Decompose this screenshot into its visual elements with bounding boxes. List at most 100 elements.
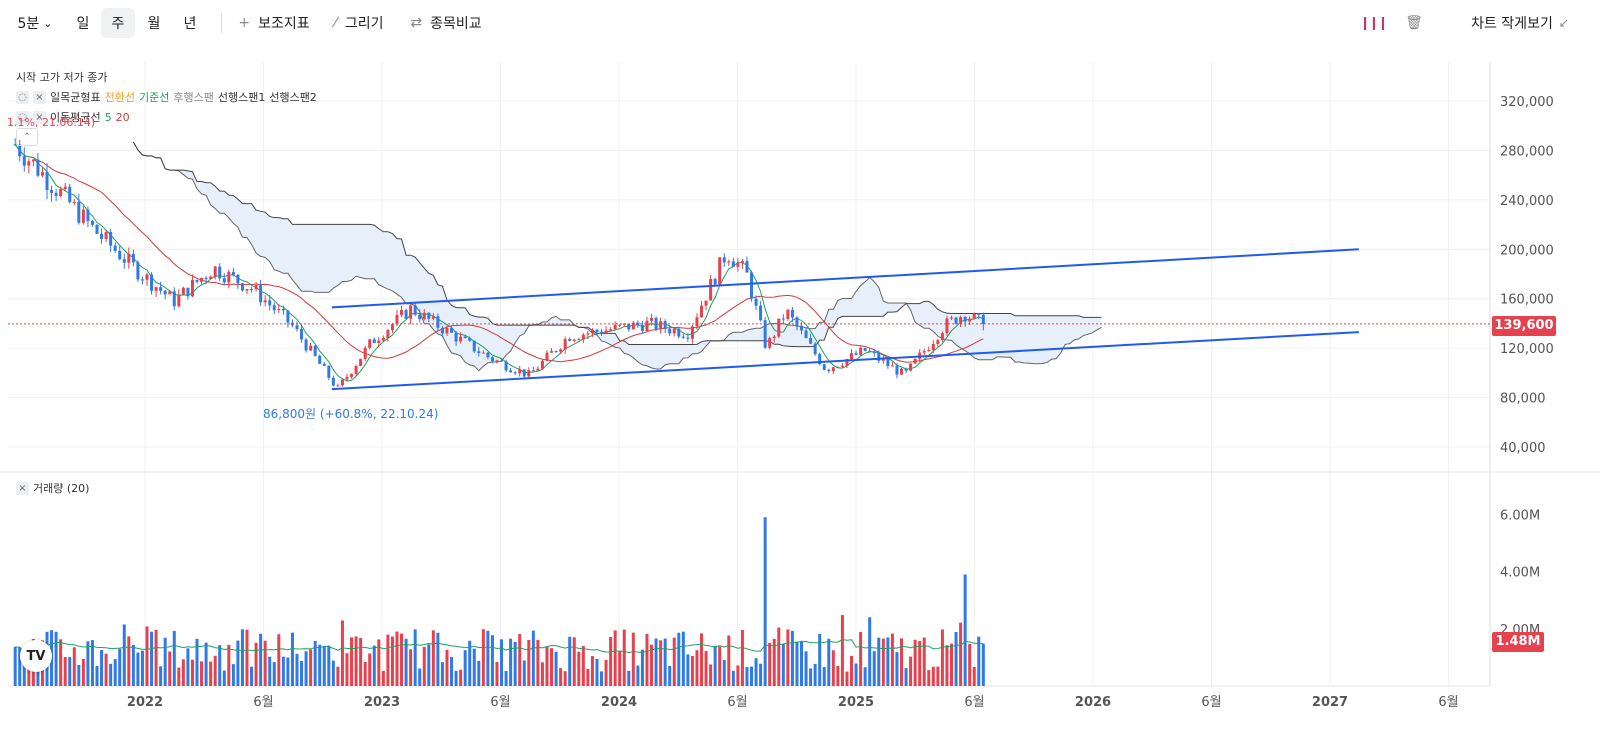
volume-bar — [222, 670, 226, 686]
interval-dropdown[interactable]: 5분 ⌄ — [10, 8, 60, 38]
candle-body — [354, 366, 358, 374]
period-tab-year[interactable]: 년 — [175, 8, 205, 38]
volume-bar — [245, 629, 249, 686]
candle-body — [77, 201, 81, 223]
candle-body — [286, 310, 290, 323]
volume-bar — [954, 631, 958, 686]
period-tab-month[interactable]: 월 — [139, 8, 169, 38]
volume-bar — [963, 574, 967, 686]
volume-bar — [972, 666, 976, 686]
eye-icon[interactable]: ◌ — [16, 90, 29, 104]
low-annotation-text: 86,800원 (+60.8%, 22.10.24) — [263, 407, 439, 421]
candle-body — [268, 300, 272, 306]
period-tab-week[interactable]: 주 — [101, 8, 135, 38]
trend-line-upper[interactable] — [331, 248, 1359, 309]
candle-body — [468, 338, 472, 341]
candle-body — [395, 314, 399, 325]
candle-body — [240, 283, 244, 291]
candle-body — [795, 317, 799, 327]
candle-body — [627, 323, 631, 330]
candle-body — [768, 338, 772, 348]
time-tick: 6월 — [727, 695, 747, 710]
candle-body — [245, 289, 249, 291]
volume-bar — [100, 650, 104, 686]
volume-bar — [309, 649, 313, 686]
volume-bars — [13, 517, 985, 686]
candle-body — [750, 272, 754, 299]
indicator-button[interactable]: + 보조지표 — [234, 8, 314, 38]
candle-style-button[interactable]: ❙❙❙ — [1359, 8, 1389, 38]
candle-body — [550, 351, 554, 353]
volume-bar — [431, 630, 435, 686]
candle-body — [700, 305, 704, 318]
price-tick: 320,000 — [1500, 95, 1554, 110]
logo-mark: TV — [26, 648, 46, 664]
candle-body — [309, 345, 313, 351]
candle-body — [477, 351, 481, 353]
volume-bar — [627, 670, 631, 686]
candle-body — [313, 345, 317, 356]
draw-button[interactable]: ⁄ 그리기 — [326, 8, 392, 38]
indicator-label: 보조지표 — [258, 16, 310, 32]
trend-line-lower[interactable] — [331, 331, 1359, 391]
compact-view-button[interactable]: 차트 작게보기 ↙ — [1450, 8, 1590, 38]
high-annotation: 1.1%, 21.06.14) — [7, 116, 95, 129]
candle-body — [772, 336, 776, 339]
candle-body — [886, 359, 890, 366]
period-tab-day[interactable]: 일 — [68, 8, 98, 38]
volume-bar — [490, 635, 494, 686]
candle-body — [54, 192, 58, 196]
volume-bar — [618, 650, 622, 686]
volume-bar — [236, 640, 240, 686]
candle-body — [581, 334, 585, 340]
ma5-label: 5 — [104, 110, 112, 124]
candle-body — [672, 328, 676, 334]
trend-lines[interactable] — [8, 248, 1490, 391]
volume-bar — [86, 641, 90, 686]
volume-bar — [109, 663, 113, 686]
close-icon[interactable]: × — [16, 481, 29, 495]
volume-bar — [554, 651, 558, 686]
volume-bar — [472, 648, 476, 686]
candle-body — [509, 370, 513, 373]
candle-body — [95, 224, 99, 234]
candle-body — [668, 328, 672, 334]
candle-body — [404, 310, 408, 319]
volume-bar — [672, 637, 676, 686]
volume-legend: × 거래량 (20) — [16, 480, 89, 496]
volume-bar — [59, 639, 63, 686]
volume-bar — [113, 659, 117, 686]
candle-body — [331, 377, 335, 386]
candle-style-icon: ❙❙❙ — [1359, 15, 1389, 31]
compare-button[interactable]: ⇄ 종목비교 — [406, 8, 486, 38]
candles — [13, 138, 985, 387]
volume-bar — [545, 646, 549, 686]
close-icon[interactable]: × — [33, 90, 46, 104]
volume-bar — [363, 661, 367, 686]
collapse-legend-button[interactable]: ˄ — [16, 128, 38, 146]
volume-bar — [404, 638, 408, 686]
volume-bar — [945, 645, 949, 686]
candle-body — [690, 326, 694, 339]
current-price-tag: 139,600 — [1492, 316, 1556, 336]
current-volume-tag: 1.48M — [1492, 632, 1544, 652]
candle-body — [168, 291, 172, 295]
eye-icon[interactable]: ◌ — [16, 110, 29, 124]
delete-button[interactable]: 🗑 — [1403, 8, 1425, 38]
candle-body — [950, 317, 954, 319]
candle-body — [718, 257, 722, 285]
volume-bar — [259, 633, 263, 686]
volume-bar — [931, 666, 935, 686]
close-icon[interactable]: × — [33, 110, 46, 124]
volume-bar — [645, 633, 649, 686]
candle-body — [786, 309, 790, 319]
candle-body — [222, 278, 226, 283]
candle-body — [854, 353, 858, 355]
tradingview-logo[interactable]: TV — [20, 640, 52, 672]
candle-body — [590, 329, 594, 334]
candle-body — [813, 343, 817, 355]
volume-bar — [795, 641, 799, 686]
collapse-icon: ↙ — [1558, 16, 1569, 30]
volume-bar — [781, 643, 785, 686]
